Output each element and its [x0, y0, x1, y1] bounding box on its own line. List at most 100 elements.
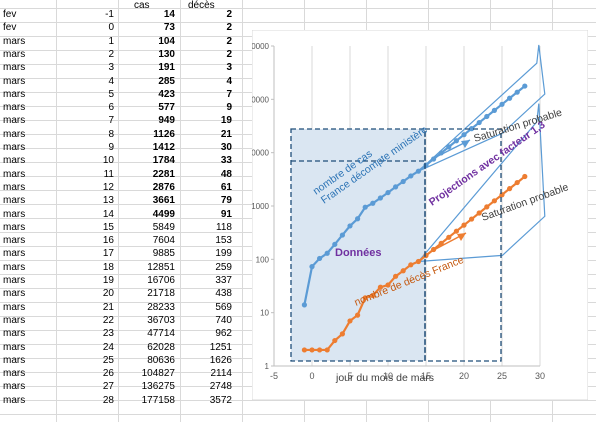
cell-deces[interactable]: 118	[216, 221, 232, 233]
cell-mois[interactable]: mars	[3, 102, 26, 114]
cell-mois[interactable]: mars	[3, 208, 26, 220]
cell-mois[interactable]: mars	[3, 195, 26, 207]
cell-deces[interactable]: 337	[215, 275, 232, 286]
cell-deces[interactable]: 1251	[209, 341, 232, 353]
cell-cas[interactable]: 1412	[152, 142, 175, 153]
cell-cas[interactable]: 73	[163, 22, 175, 34]
cell-cas[interactable]: 949	[158, 115, 175, 127]
cell-cas[interactable]: 577	[158, 102, 175, 114]
cell-deces[interactable]: 61	[220, 181, 232, 193]
cell-deces[interactable]: 2	[226, 9, 232, 20]
cell-deces[interactable]: 7	[226, 88, 232, 100]
cell-mois[interactable]: mars	[3, 235, 26, 247]
cell-cas[interactable]: 9885	[152, 248, 175, 260]
cell-mois[interactable]: mars	[3, 181, 26, 193]
cell-mois[interactable]: mars	[3, 142, 26, 153]
cell-cas[interactable]: 14	[163, 9, 175, 20]
cell-mois[interactable]: mars	[3, 168, 26, 180]
cell-cas[interactable]: 28233	[147, 301, 175, 313]
cell-mois[interactable]: mars	[3, 275, 26, 286]
cell-jour[interactable]: 0	[108, 22, 114, 34]
cell-mois[interactable]: mars	[3, 394, 26, 406]
cell-jour[interactable]: 23	[102, 328, 114, 340]
cell-jour[interactable]: 24	[102, 341, 114, 353]
cell-cas[interactable]: 1126	[153, 128, 175, 140]
cell-cas[interactable]: 136275	[141, 381, 175, 393]
cell-cas[interactable]: 177158	[141, 394, 175, 406]
cell-mois[interactable]: mars	[3, 115, 26, 127]
cell-cas[interactable]: 2281	[152, 168, 175, 180]
cell-cas[interactable]: 80636	[147, 354, 175, 366]
cell-mois[interactable]: mars	[3, 368, 26, 380]
cell-jour[interactable]: 28	[102, 394, 114, 406]
cell-deces[interactable]: 259	[215, 261, 232, 273]
cell-deces[interactable]: 19	[220, 115, 232, 127]
cell-jour[interactable]: 14	[102, 208, 114, 220]
cell-deces[interactable]: 1626	[209, 354, 232, 366]
cell-jour[interactable]: 17	[102, 248, 114, 260]
cell-cas[interactable]: 191	[158, 62, 175, 74]
cell-jour[interactable]: 9	[108, 142, 114, 153]
cell-deces[interactable]: 438	[215, 288, 232, 300]
cell-deces[interactable]: 21	[220, 128, 232, 140]
cell-jour[interactable]: 7	[108, 115, 114, 127]
cell-mois[interactable]: mars	[3, 48, 26, 60]
cell-deces[interactable]: 2114	[210, 368, 232, 380]
cell-deces[interactable]: 48	[220, 168, 232, 180]
cell-mois[interactable]: fev	[3, 9, 17, 20]
cell-mois[interactable]: mars	[3, 155, 26, 167]
cell-mois[interactable]: mars	[3, 354, 26, 366]
cell-deces[interactable]: 2	[226, 48, 232, 60]
cell-deces[interactable]: 91	[220, 208, 232, 220]
cell-jour[interactable]: 10	[102, 155, 114, 167]
cell-mois[interactable]: mars	[3, 301, 26, 313]
cell-jour[interactable]: 26	[102, 368, 114, 380]
header-cas[interactable]: cas	[134, 0, 150, 11]
cell-deces[interactable]: 33	[220, 155, 232, 167]
cell-jour[interactable]: 11	[103, 168, 114, 180]
cell-jour[interactable]: -1	[105, 9, 114, 20]
cell-cas[interactable]: 47714	[147, 328, 175, 340]
cell-cas[interactable]: 130	[158, 48, 175, 60]
cell-cas[interactable]: 104	[158, 35, 175, 47]
cell-cas[interactable]: 423	[158, 88, 175, 100]
header-deces[interactable]: décès	[188, 0, 215, 11]
cell-deces[interactable]: 9	[226, 102, 232, 114]
cell-jour[interactable]: 3	[108, 62, 114, 74]
cell-deces[interactable]: 153	[215, 235, 232, 247]
cell-mois[interactable]: mars	[3, 248, 26, 260]
cell-mois[interactable]: mars	[3, 381, 26, 393]
cell-jour[interactable]: 27	[102, 381, 114, 393]
cell-jour[interactable]: 12	[102, 181, 114, 193]
cell-deces[interactable]: 3	[226, 62, 232, 74]
cell-deces[interactable]: 962	[215, 328, 232, 340]
cell-mois[interactable]: mars	[3, 128, 26, 140]
cell-jour[interactable]: 20	[102, 288, 114, 300]
cell-jour[interactable]: 1	[108, 35, 114, 47]
cell-cas[interactable]: 12851	[147, 261, 175, 273]
cell-deces[interactable]: 740	[215, 314, 232, 326]
cell-cas[interactable]: 16706	[147, 275, 175, 286]
cell-jour[interactable]: 22	[102, 314, 114, 326]
cell-cas[interactable]: 104827	[141, 368, 175, 380]
cell-jour[interactable]: 4	[108, 75, 114, 87]
cell-jour[interactable]: 16	[102, 235, 114, 247]
cell-cas[interactable]: 5849	[152, 221, 175, 233]
cell-jour[interactable]: 8	[108, 128, 114, 140]
cell-jour[interactable]: 2	[108, 48, 114, 60]
cell-mois[interactable]: mars	[3, 328, 26, 340]
cell-jour[interactable]: 13	[102, 195, 114, 207]
cell-mois[interactable]: fev	[3, 22, 17, 34]
cell-deces[interactable]: 30	[220, 142, 232, 153]
cell-deces[interactable]: 569	[215, 301, 232, 313]
cell-deces[interactable]: 2	[226, 35, 232, 47]
cell-jour[interactable]: 18	[102, 261, 114, 273]
cell-mois[interactable]: mars	[3, 288, 26, 300]
cell-deces[interactable]: 4	[226, 75, 232, 87]
cell-deces[interactable]: 79	[220, 195, 232, 207]
cell-mois[interactable]: mars	[3, 261, 26, 273]
cell-mois[interactable]: mars	[3, 88, 26, 100]
cell-jour[interactable]: 21	[102, 301, 114, 313]
